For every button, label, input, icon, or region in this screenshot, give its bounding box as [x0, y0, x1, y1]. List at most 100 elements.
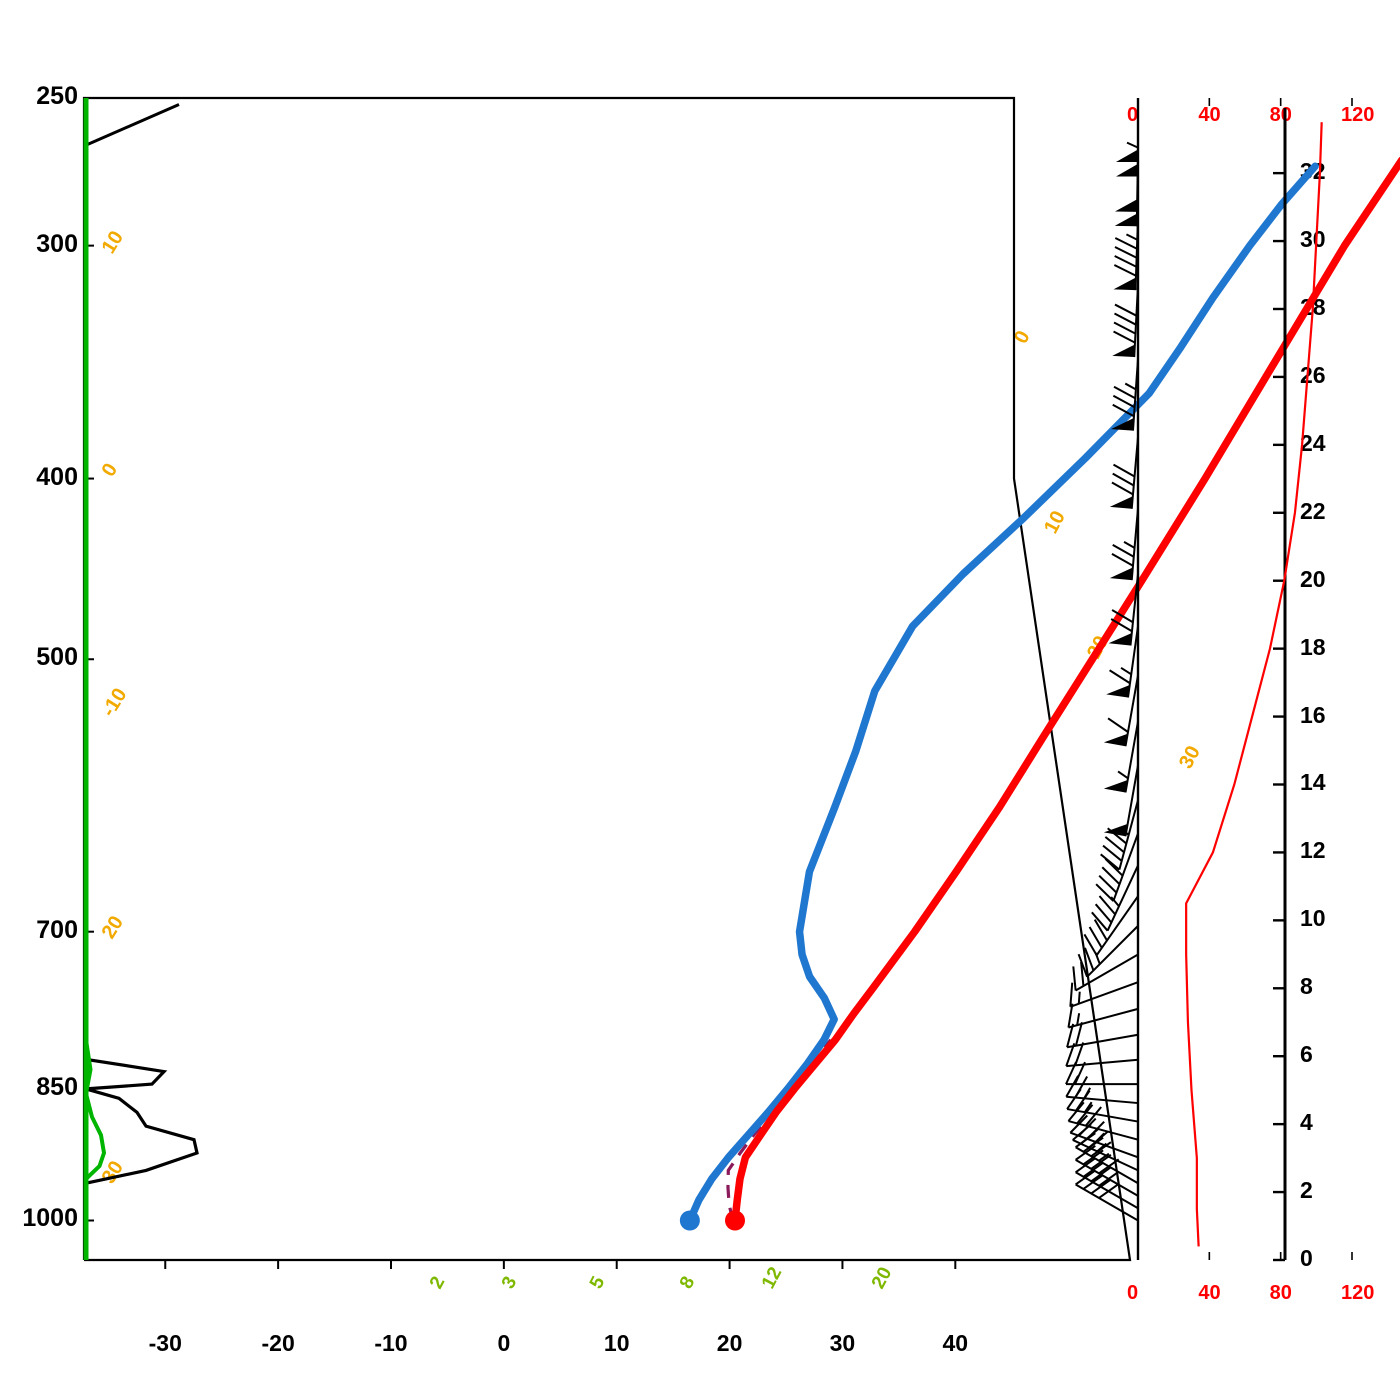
barb-pennant [1116, 163, 1138, 177]
barb-full [1094, 903, 1113, 924]
wind-barb [1072, 953, 1139, 992]
temperature-tick-label: 0 [497, 1330, 511, 1356]
barb-staff [1070, 981, 1139, 1008]
barb-half [1126, 141, 1139, 149]
barb-full [1113, 330, 1136, 344]
barb-pennant [1111, 418, 1134, 431]
barb-pennant [1114, 199, 1138, 212]
wind-barb [1103, 765, 1139, 837]
barb-full [1111, 481, 1134, 496]
barb-full [1067, 1101, 1085, 1122]
barb-staff [1068, 1007, 1139, 1029]
plot-border [82, 96, 1132, 1262]
barb-half [1094, 1132, 1105, 1143]
barb-full [1112, 394, 1136, 409]
barb-staff [1133, 285, 1139, 358]
barb-staff [1070, 1131, 1139, 1159]
speed-tick-label-bottom: 80 [1269, 1282, 1292, 1304]
wind-barb [1067, 1003, 1139, 1029]
barb-full [1086, 1120, 1105, 1140]
pressure-tick-label: 250 [36, 82, 78, 110]
parcel-path [726, 1038, 833, 1221]
barb-pennant [1103, 780, 1128, 793]
wind-barb [1103, 721, 1139, 793]
wind-barb [1103, 675, 1139, 747]
barb-pennant [1113, 277, 1136, 291]
wind-barb [1091, 865, 1139, 932]
barb-full [1101, 866, 1121, 885]
wind-barb [1108, 573, 1139, 646]
barb-full [1112, 544, 1135, 558]
barb-full [1085, 1106, 1102, 1127]
barb-staff [1066, 1095, 1139, 1105]
barb-full [1072, 966, 1077, 991]
barb-full [1113, 463, 1136, 478]
mixing-ratio-label: 2 [426, 1273, 450, 1292]
temperature-tick-label: 30 [829, 1330, 856, 1356]
mixing-ratio-label: 3 [498, 1273, 522, 1292]
wind-barb [1109, 436, 1139, 509]
barb-full [1111, 553, 1134, 567]
speed-tick-label-bottom: 40 [1198, 1282, 1221, 1304]
speed-tick-label-bottom: 0 [1127, 1282, 1139, 1304]
barb-staff [1095, 895, 1139, 956]
barb-full [1088, 926, 1103, 949]
barb-full [1080, 961, 1085, 987]
speed-tick-label-top: 40 [1198, 104, 1221, 126]
speed-tick-label-top: 120 [1341, 104, 1375, 126]
barb-staff [1068, 1120, 1139, 1141]
temperature-profile [731, 156, 1400, 1225]
barb-staff [1072, 1139, 1139, 1172]
barb-half [1098, 1152, 1110, 1162]
height-tick-label: 10 [1300, 905, 1326, 932]
barb-full [1077, 953, 1089, 978]
barb-staff [1075, 953, 1139, 992]
height-tick-label: 18 [1300, 633, 1326, 660]
barb-staff [1075, 1146, 1139, 1185]
wind-barb [1069, 981, 1139, 1008]
temperature-trace [731, 156, 1400, 1225]
barb-full [1074, 1076, 1088, 1099]
barb-full [1076, 1104, 1094, 1124]
height-tick-label: 16 [1300, 701, 1326, 728]
barb-full [1113, 264, 1137, 277]
wind-barb [1065, 1075, 1139, 1105]
wind-barb [1100, 799, 1139, 871]
barb-half [1124, 382, 1137, 391]
barb-full [1114, 237, 1138, 250]
barb-full [1066, 1023, 1075, 1048]
barb-half [1125, 233, 1138, 241]
dewpoint-trace [686, 162, 1319, 1225]
wind-barb [1066, 1022, 1139, 1049]
barb-half [1117, 770, 1129, 780]
barb-staff [1075, 1158, 1139, 1197]
dewpoint-profile [686, 162, 1319, 1225]
barb-full [1074, 1022, 1083, 1046]
cloudiness-trace-upper [85, 103, 180, 147]
barb-staff [1112, 833, 1139, 902]
barb-full [1107, 717, 1129, 733]
barb-full [1069, 982, 1074, 1007]
barb-pennant [1109, 567, 1133, 581]
barb-full [1112, 403, 1135, 418]
height-tick-label: 22 [1300, 497, 1326, 524]
height-tick-label: 24 [1300, 429, 1326, 456]
pressure-tick-label: 1000 [22, 1204, 78, 1233]
surface-temperature-marker [725, 1210, 746, 1231]
cloudwater-trace [83, 1039, 107, 1181]
mixing-ratio-labels: 2 3 5 8 12 20 [426, 1264, 896, 1293]
height-tick-label: 12 [1300, 837, 1326, 864]
barb-pennant [1106, 685, 1130, 698]
height-speed-trace [1185, 122, 1323, 1247]
height-tick-label: 6 [1300, 1041, 1313, 1068]
barb-full [1112, 472, 1135, 487]
barb-full [1113, 385, 1136, 400]
barb-full [1095, 883, 1115, 902]
barb-staff [1086, 925, 1139, 978]
height-tick-label: 8 [1300, 973, 1313, 1000]
barb-full [1098, 895, 1116, 916]
mixing-ratio-label: 5 [586, 1273, 610, 1293]
